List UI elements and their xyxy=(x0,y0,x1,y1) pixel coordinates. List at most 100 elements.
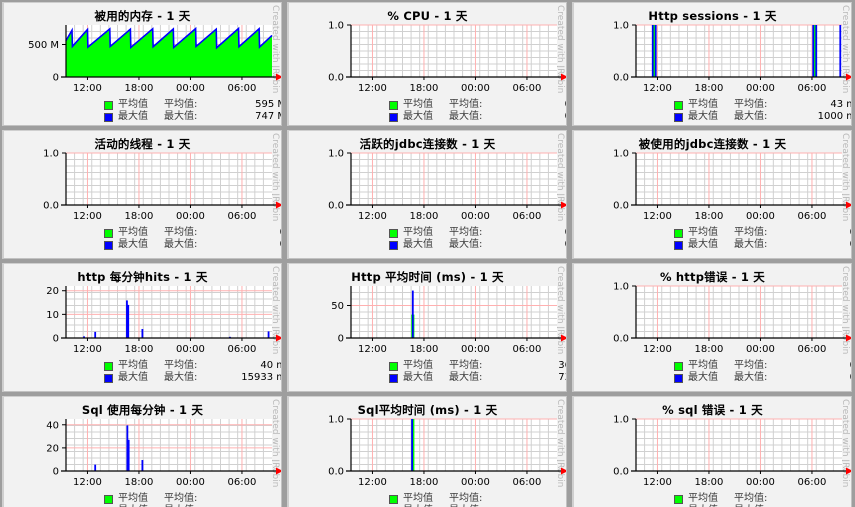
legend-stat-label: 最大值: xyxy=(449,372,483,383)
x-tick-label: 18:00 xyxy=(695,477,724,488)
legend-stat-label: 最大值: xyxy=(164,372,198,383)
x-tick-label: 06:00 xyxy=(798,83,827,94)
legend-swatch-maximum-icon xyxy=(104,112,113,122)
legend-row-max: 最大值 最大值: 73 xyxy=(389,372,566,384)
graph-panel-cpu-percent[interactable]: % CPU - 1 天 Created with JRobin 0.0 1.0 12:0… xyxy=(287,2,567,126)
chart-plot-cpu-percent: 0.0 1.0 12:00 18:00 00:00 06:00 xyxy=(328,21,566,94)
graph-cell-http-hits-per-minute: http 每分钟hits - 1 天 Created with JRobin 0 10… xyxy=(0,261,285,394)
graph-panel-used-jdbc-connections[interactable]: 被使用的jdbc连接数 - 1 天 Created with JRobin 0.0 1… xyxy=(572,130,852,259)
legend-stat-label: 平均值: xyxy=(449,493,483,504)
legend-swatch-maximum-icon xyxy=(674,112,683,122)
legend-row-avg: 平均值 平均值: 0 xyxy=(389,227,566,239)
x-tick-label: 18:00 xyxy=(410,83,439,94)
y-tick-label: 1.0 xyxy=(613,21,629,32)
y-tick-label: 1.0 xyxy=(328,149,344,160)
legend-stat-value: 0 xyxy=(794,372,851,384)
legend-series-name: 平均值 xyxy=(118,493,148,504)
x-tick-label: 18:00 xyxy=(695,83,724,94)
y-tick-label: 1.0 xyxy=(613,282,629,293)
legend-stat-value: 0 xyxy=(224,239,281,251)
x-tick-label: 18:00 xyxy=(695,211,724,222)
legend-swatch-average-icon xyxy=(674,494,683,504)
legend-series-name: 平均值 xyxy=(403,227,433,238)
legend-stat-label: 平均值: xyxy=(734,493,768,504)
legend-row-max: 最大值 最大值: 0 xyxy=(674,239,851,251)
graph-cell-cpu-percent: % CPU - 1 天 Created with JRobin 0.0 1.0 12:0… xyxy=(285,0,570,128)
chart-plot-sql-hits-per-minute: 0 20 40 12:00 18:00 00:00 06:00 xyxy=(46,419,281,488)
legend-stat-label: 最大值: xyxy=(164,505,224,507)
legend-series-name: 最大值 xyxy=(118,239,148,250)
chart-plot-http-mean-time: 0 50 12:00 18:00 00:00 06:00 xyxy=(331,286,566,355)
legend-stat-value: 73 xyxy=(558,372,566,383)
legend-row-max: 最大值 最大值: 0 xyxy=(389,111,566,123)
graph-panel-http-mean-time[interactable]: Http 平均时间 (ms) - 1 天 Created with JRobin 0… xyxy=(287,263,567,392)
x-tick-label: 00:00 xyxy=(176,83,205,94)
legend-series-name: 最大值 xyxy=(118,111,148,122)
graph-panel-sql-hits-per-minute[interactable]: Sql 使用每分钟 - 1 天 Created with JRobin 0 20 40 1… xyxy=(2,396,282,507)
graph-panel-active-jdbc-connections[interactable]: 活跃的jdbc连接数 - 1 天 Created with JRobin 0.0 1.… xyxy=(287,130,567,259)
graph-panel-sql-errors-percent[interactable]: % sql 错误 - 1 天 Created with JRobin 0.0 1.0 1… xyxy=(572,396,852,507)
legend-series-name: 平均值 xyxy=(118,99,148,110)
graph-cell-http-mean-time: Http 平均时间 (ms) - 1 天 Created with JRobin 0… xyxy=(285,261,570,394)
graph-panel-active-threads[interactable]: 活动的线程 - 1 天 Created with JRobin 0.0 1.0 12:0… xyxy=(2,130,282,259)
x-tick-label: 00:00 xyxy=(746,211,775,222)
x-tick-label: 06:00 xyxy=(228,83,257,94)
legend-stat-value: 747 M xyxy=(255,111,281,122)
legend-stat-value: 43 m xyxy=(830,99,851,110)
x-tick-label: 06:00 xyxy=(513,211,542,222)
legend-stat-label: 最大值: xyxy=(734,111,768,122)
legend-series-name: 平均值 xyxy=(688,99,718,110)
y-tick-label: 500 M xyxy=(28,40,59,51)
legend-row-avg: 平均值 平均值: 40 m xyxy=(104,360,281,372)
x-tick-label: 12:00 xyxy=(73,83,102,94)
chart-legend: 平均值 平均值: 0 最大值 最大值: 0 xyxy=(389,99,566,123)
y-tick-label: 1.0 xyxy=(328,415,344,426)
x-tick-label: 18:00 xyxy=(125,344,154,355)
legend-swatch-average-icon xyxy=(674,228,683,238)
graph-panel-http-hits-per-minute[interactable]: http 每分钟hits - 1 天 Created with JRobin 0 10… xyxy=(2,263,282,392)
legend-stat-label: 平均值: xyxy=(449,360,483,371)
legend-swatch-maximum-icon xyxy=(104,240,113,250)
graph-cell-active-threads: 活动的线程 - 1 天 Created with JRobin 0.0 1.0 12:0… xyxy=(0,128,285,261)
legend-row-avg: 平均值 平均值: 0 xyxy=(389,99,566,111)
chart-plot-active-jdbc-connections: 0.0 1.0 12:00 18:00 00:00 06:00 xyxy=(328,149,566,222)
chart-title: Http 平均时间 (ms) - 1 天 xyxy=(351,270,504,284)
legend-stat-value: 0 xyxy=(509,99,566,111)
chart-title: 被使用的jdbc连接数 - 1 天 xyxy=(638,137,787,151)
chart-title: % http错误 - 1 天 xyxy=(659,270,766,284)
x-tick-label: 00:00 xyxy=(746,344,775,355)
x-tick-label: 06:00 xyxy=(513,83,542,94)
y-tick-label: 20 xyxy=(46,286,59,297)
chart-title: 活动的线程 - 1 天 xyxy=(94,137,191,151)
x-tick-label: 00:00 xyxy=(461,211,490,222)
graph-panel-sql-mean-time[interactable]: Sql平均时间 (ms) - 1 天 Created with JRobin 0.0… xyxy=(287,396,567,507)
legend-stat-label: 最大值: xyxy=(449,239,483,250)
legend-swatch-average-icon xyxy=(389,494,398,504)
legend-swatch-average-icon xyxy=(389,361,398,371)
y-tick-label: 0 xyxy=(53,334,59,345)
graph-panel-http-errors-percent[interactable]: % http错误 - 1 天 Created with JRobin 0.0 1.0 1… xyxy=(572,263,852,392)
legend-stat-value: 15933 m xyxy=(241,372,282,383)
legend-series-name: 最大值 xyxy=(688,111,718,122)
graph-panel-http-sessions[interactable]: Http sessions - 1 天 Created with JRobin 0.… xyxy=(572,2,852,126)
legend-stat-label: 平均值: xyxy=(734,227,768,238)
chart-title: Http sessions - 1 天 xyxy=(648,9,777,23)
graph-panel-used-memory[interactable]: 被用的内存 - 1 天 Created with JRobin 0 500 M 12:0… xyxy=(2,2,282,126)
legend-stat-label: 平均值: xyxy=(734,360,768,371)
legend-series-name: 平均值 xyxy=(403,99,433,110)
legend-swatch-average-icon xyxy=(389,100,398,110)
legend-swatch-average-icon xyxy=(104,228,113,238)
legend-stat-value: 0 xyxy=(794,239,851,251)
legend-series-name: 最大值 xyxy=(403,239,433,250)
x-tick-label: 12:00 xyxy=(73,344,102,355)
legend-stat-label: 最大值: xyxy=(164,239,198,250)
x-tick-label: 12:00 xyxy=(358,344,387,355)
graph-cell-http-sessions: Http sessions - 1 天 Created with JRobin 0.… xyxy=(570,0,855,128)
legend-stat-label: 平均值: xyxy=(734,99,768,110)
legend-stat-label: 最大值: xyxy=(449,505,509,507)
legend-series-name: 最大值 xyxy=(403,111,433,122)
x-tick-label: 18:00 xyxy=(410,477,439,488)
legend-stat-label: 最大值: xyxy=(734,239,768,250)
x-tick-label: 06:00 xyxy=(513,344,542,355)
graph-cell-active-jdbc-connections: 活跃的jdbc连接数 - 1 天 Created with JRobin 0.0 1.… xyxy=(285,128,570,261)
